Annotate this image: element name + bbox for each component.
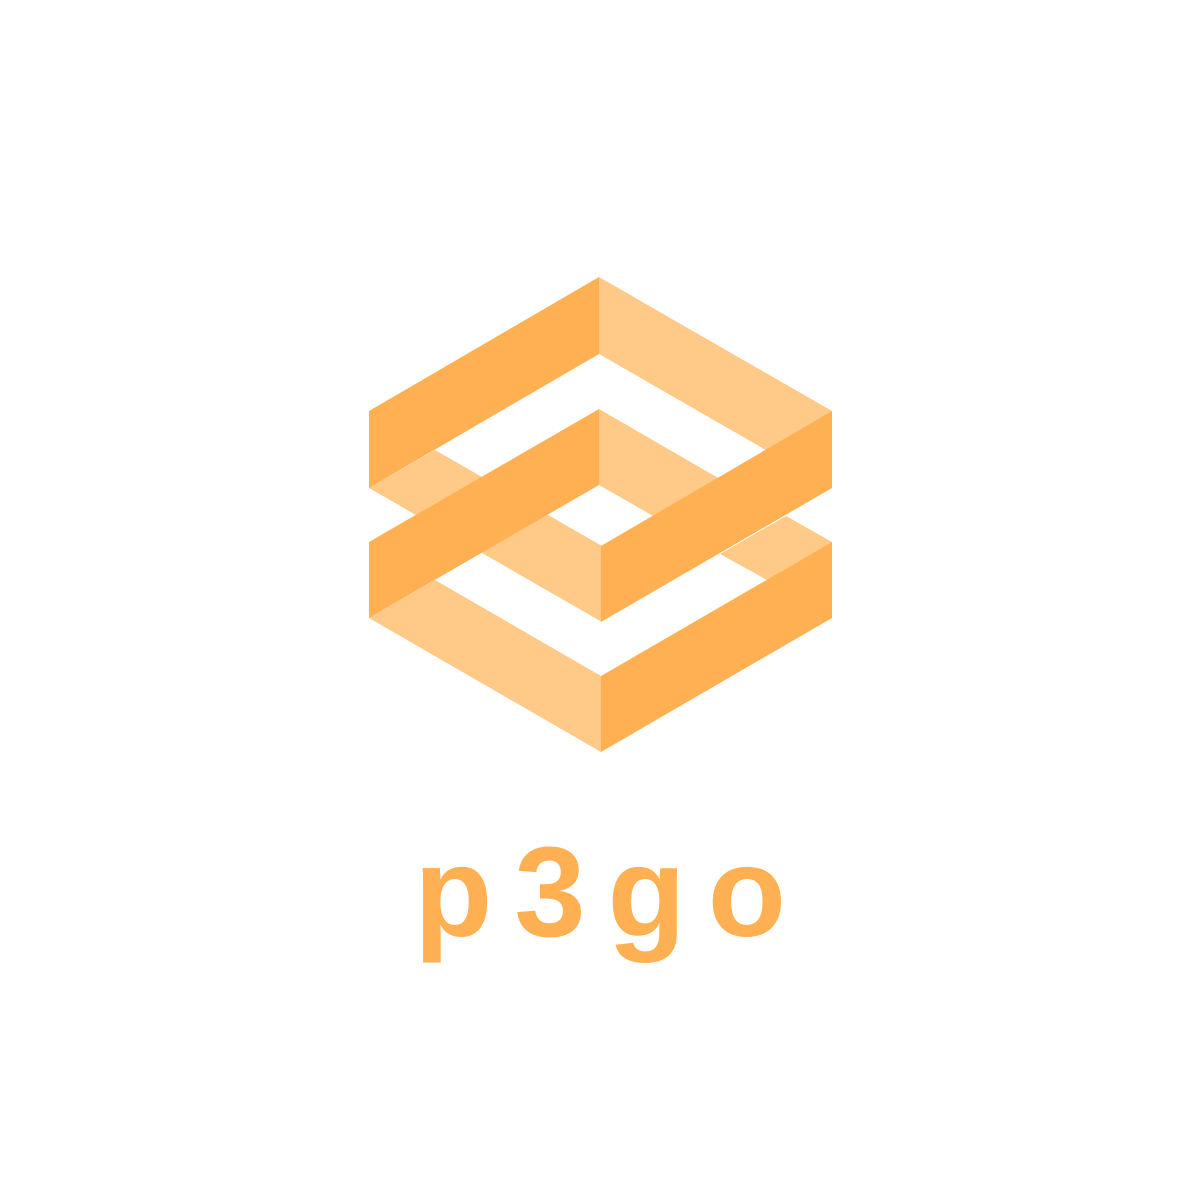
brand-wordmark: p3go xyxy=(414,821,808,964)
logo-dark-faces xyxy=(369,277,832,752)
